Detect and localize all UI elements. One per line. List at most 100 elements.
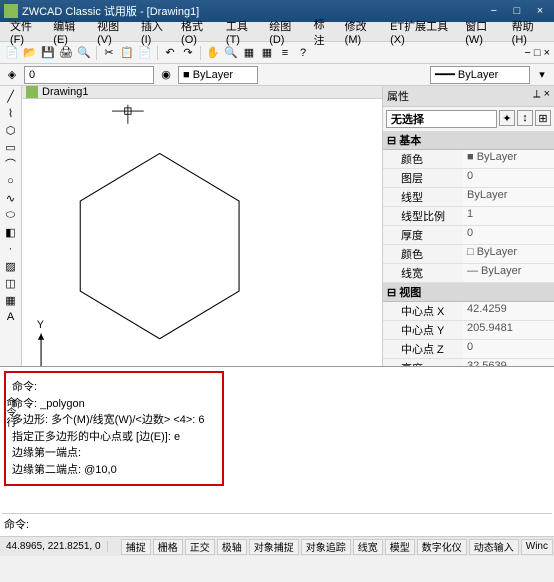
status-button[interactable]: 栅格 (153, 539, 183, 555)
props-value[interactable]: 0 (463, 226, 554, 244)
props-value[interactable]: 42.4259 (463, 302, 554, 320)
menu-item[interactable]: 修改(M) (339, 16, 384, 48)
selection-combo[interactable]: 无选择 (386, 110, 497, 128)
preview-icon[interactable]: 🔍 (76, 45, 92, 61)
copy-icon[interactable]: 📋 (119, 45, 135, 61)
props-tool3-icon[interactable]: ⊞ (535, 110, 551, 126)
props-value[interactable]: — ByLayer (463, 264, 554, 282)
props-row[interactable]: 中心点 Y205.9481 (383, 321, 554, 340)
props-value[interactable]: ■ ByLayer (463, 150, 554, 168)
status-button[interactable]: 模型 (385, 539, 415, 555)
props-row[interactable]: 中心点 X42.4259 (383, 302, 554, 321)
menu-item[interactable]: 插入(I) (135, 16, 175, 48)
props-row[interactable]: 中心点 Z0 (383, 340, 554, 359)
status-button[interactable]: 捕捉 (121, 539, 151, 555)
polygon-icon[interactable]: ⬡ (3, 122, 19, 138)
grid2-icon[interactable]: ▦ (259, 45, 275, 61)
y-axis-label: Y (37, 319, 44, 331)
status-button[interactable]: 对象捕捉 (249, 539, 299, 555)
doc-tab[interactable]: Drawing1 (22, 86, 382, 99)
insert-icon[interactable]: ◧ (3, 224, 19, 240)
line-icon[interactable]: ╱ (3, 88, 19, 104)
props-value[interactable]: 0 (463, 340, 554, 358)
props-category[interactable]: ⊟ 基本 (383, 131, 554, 150)
menu-item[interactable]: 视图(V) (91, 16, 135, 48)
props-row[interactable]: 线型比例1 (383, 207, 554, 226)
text-icon[interactable]: A (3, 309, 19, 325)
status-button[interactable]: 数字化仪 (417, 539, 467, 555)
redo-icon[interactable]: ↷ (180, 45, 196, 61)
print-icon[interactable]: 🖨 (58, 45, 74, 61)
arc-icon[interactable]: ⌒ (3, 156, 19, 172)
spline-icon[interactable]: ∿ (3, 190, 19, 206)
props-row[interactable]: 图层0 (383, 169, 554, 188)
zoom-icon[interactable]: 🔍 (223, 45, 239, 61)
pan-icon[interactable]: ✋ (205, 45, 221, 61)
point-icon[interactable]: · (3, 241, 19, 257)
linetype-combo[interactable]: ━━━ ByLayer (430, 66, 530, 84)
linetype-icon[interactable]: ▾ (534, 67, 550, 83)
color-combo[interactable]: ■ ByLayer (178, 66, 258, 84)
props-value[interactable]: ByLayer (463, 188, 554, 206)
circle-icon[interactable]: ○ (3, 173, 19, 189)
menu-item[interactable]: 文件(F) (4, 16, 47, 48)
props-row[interactable]: 颜色■ ByLayer (383, 150, 554, 169)
menu-item[interactable]: 编辑(E) (47, 16, 91, 48)
layers-icon[interactable]: ≡ (277, 45, 293, 61)
status-button[interactable]: 线宽 (353, 539, 383, 555)
doc-min-button[interactable]: − (524, 47, 530, 59)
layer-icon[interactable]: ◈ (4, 67, 20, 83)
props-category[interactable]: ⊟ 视图 (383, 283, 554, 302)
props-close-icon[interactable]: × (544, 88, 550, 100)
new-icon[interactable]: 📄 (4, 45, 20, 61)
layer-tool-icon[interactable]: ◉ (158, 67, 174, 83)
doc-max-button[interactable]: □ (534, 47, 541, 59)
grid-icon[interactable]: ▦ (241, 45, 257, 61)
cut-icon[interactable]: ✂ (101, 45, 117, 61)
status-button[interactable]: 极轴 (217, 539, 247, 555)
rect-icon[interactable]: ▭ (3, 139, 19, 155)
props-key: 厚度 (383, 226, 463, 244)
drawing-canvas[interactable]: X Y (22, 99, 382, 398)
props-value[interactable]: □ ByLayer (463, 245, 554, 263)
hatch-icon[interactable]: ▨ (3, 258, 19, 274)
props-row[interactable]: 线型ByLayer (383, 188, 554, 207)
status-button[interactable]: 对象追踪 (301, 539, 351, 555)
props-value[interactable]: 0 (463, 169, 554, 187)
props-value[interactable]: 32.5639 (463, 359, 554, 366)
paste-icon[interactable]: 📄 (137, 45, 153, 61)
props-value[interactable]: 205.9481 (463, 321, 554, 339)
menu-item[interactable]: ET扩展工具(X) (384, 16, 459, 48)
open-icon[interactable]: 📂 (22, 45, 38, 61)
menu-item[interactable]: 帮助(H) (506, 16, 550, 48)
region-icon[interactable]: ◫ (3, 275, 19, 291)
statusbar: 44.8965, 221.8251, 0 捕捉栅格正交极轴对象捕捉对象追踪线宽模… (0, 536, 554, 556)
status-button[interactable]: 动态输入 (469, 539, 519, 555)
menu-item[interactable]: 绘图(D) (263, 16, 307, 48)
pin-icon[interactable]: ⟂ (533, 88, 540, 100)
props-row[interactable]: 颜色□ ByLayer (383, 245, 554, 264)
menu-item[interactable]: 格式(O) (175, 16, 220, 48)
props-key: 颜色 (383, 245, 463, 263)
props-row[interactable]: 厚度0 (383, 226, 554, 245)
props-row[interactable]: 高度32.5639 (383, 359, 554, 366)
pline-icon[interactable]: ⌇ (3, 105, 19, 121)
help-icon[interactable]: ? (295, 45, 311, 61)
doc-close-button[interactable]: × (544, 47, 550, 59)
props-tool2-icon[interactable]: ↕ (517, 110, 533, 126)
props-tool1-icon[interactable]: ✦ (499, 110, 515, 126)
ellipse-icon[interactable]: ⬭ (3, 207, 19, 223)
undo-icon[interactable]: ↶ (162, 45, 178, 61)
command-line: 多边形: 多个(M)/线宽(W)/<边数> <4>: 6 (12, 412, 216, 429)
status-button[interactable]: 正交 (185, 539, 215, 555)
props-value[interactable]: 1 (463, 207, 554, 225)
props-row[interactable]: 线宽— ByLayer (383, 264, 554, 283)
save-icon[interactable]: 💾 (40, 45, 56, 61)
status-button[interactable]: Winc (521, 539, 553, 555)
layer-combo[interactable]: 0 (24, 66, 154, 84)
menu-item[interactable]: 标注 (308, 14, 339, 50)
menu-item[interactable]: 窗口(W) (459, 16, 505, 48)
table-icon[interactable]: ▦ (3, 292, 19, 308)
command-input[interactable] (29, 516, 550, 532)
menu-item[interactable]: 工具(T) (220, 16, 263, 48)
